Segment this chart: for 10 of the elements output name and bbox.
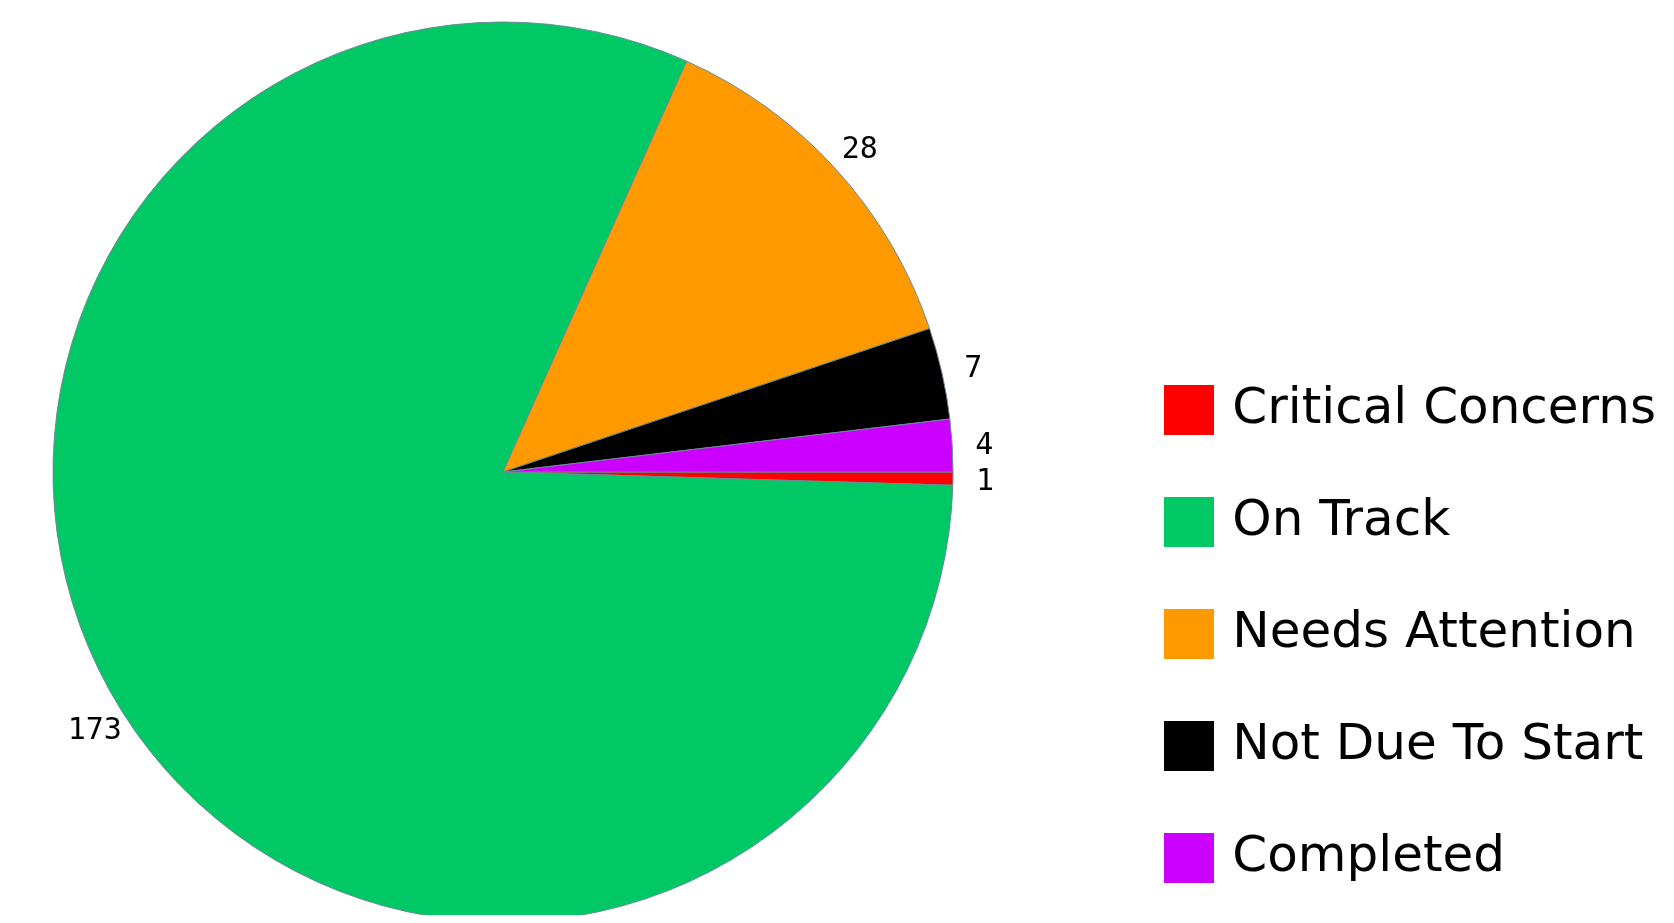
data-label: 7: [964, 348, 983, 384]
data-label: 28: [841, 130, 878, 166]
data-label: 1: [975, 461, 994, 497]
legend-label: Completed: [1232, 825, 1506, 883]
legend-label: Needs Attention: [1232, 601, 1636, 659]
data-label: 173: [67, 710, 122, 746]
legend-label: Critical Concerns: [1232, 377, 1656, 435]
legend-label: On Track: [1232, 489, 1451, 547]
data-label: 4: [975, 426, 994, 462]
legend-label: Not Due To Start: [1232, 713, 1644, 771]
